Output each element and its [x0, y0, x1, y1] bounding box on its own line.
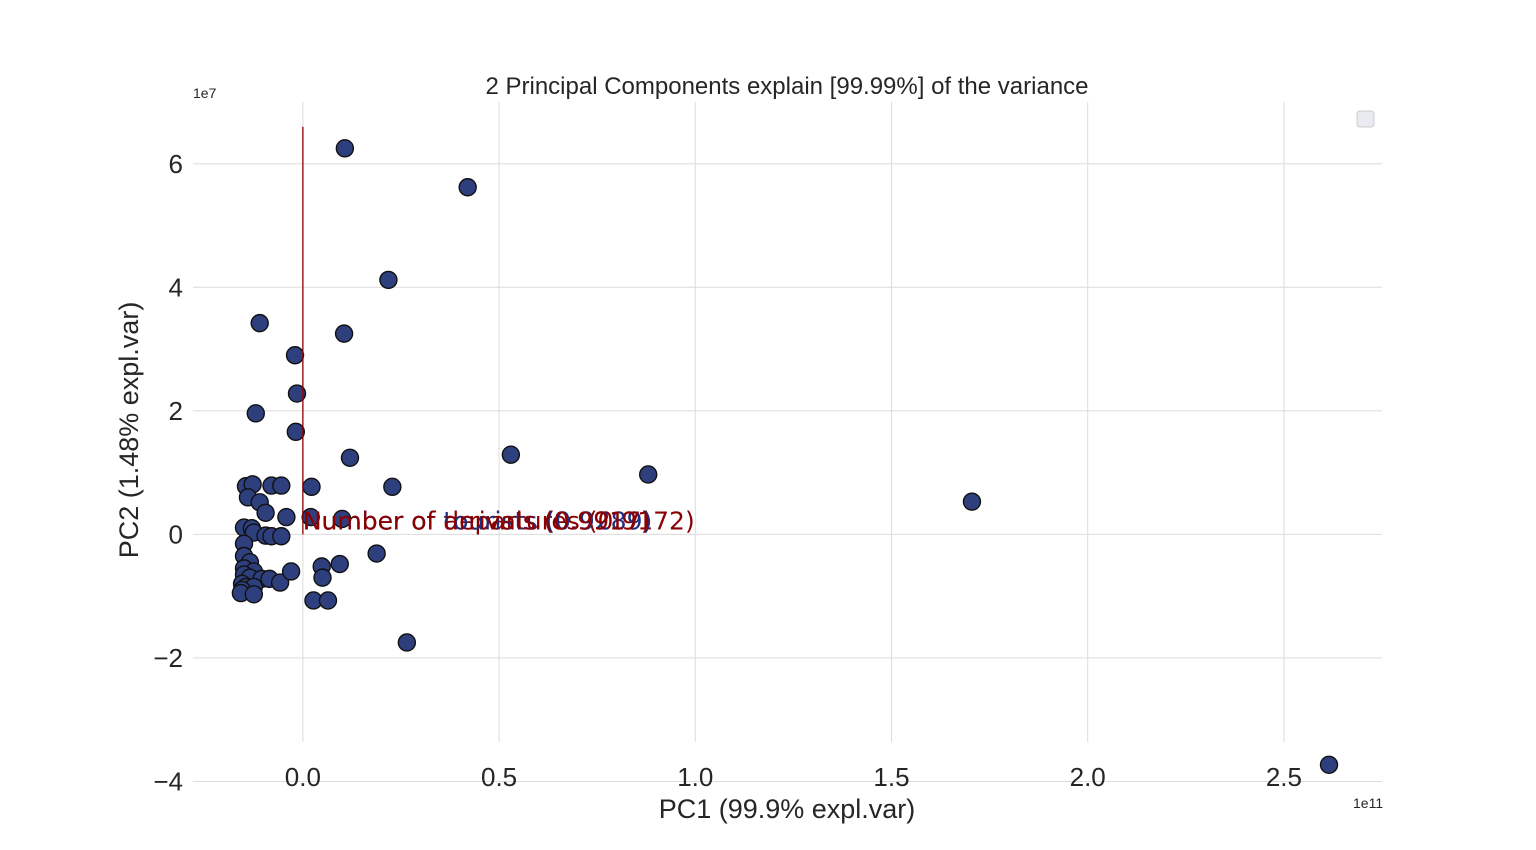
- x-axis-ticks: 0.0 0.5 1.0 1.5 2.0 2.5: [285, 762, 1302, 792]
- data-point: [287, 384, 307, 403]
- data-point: [962, 492, 982, 511]
- x-tick-label: 2.5: [1266, 762, 1302, 792]
- y-tick-label: 4: [169, 272, 183, 302]
- data-point: [330, 554, 349, 574]
- data-point: [272, 527, 291, 546]
- data-point: [638, 465, 658, 484]
- chart-title: 2 Principal Components explain [99.99%] …: [485, 73, 1088, 100]
- data-point: [379, 270, 398, 290]
- data-point: [340, 448, 360, 467]
- loading-label: Number of departures (0.9172): [303, 506, 695, 535]
- y-tick-label: 6: [169, 149, 183, 179]
- data-point: [302, 477, 321, 497]
- x-tick-label: 0.0: [285, 762, 321, 792]
- data-point: [367, 544, 386, 563]
- y-offset-label: 1e7: [193, 85, 217, 101]
- grid: [193, 102, 1382, 782]
- data-point: [335, 139, 355, 158]
- data-point: [1319, 755, 1339, 774]
- data-point: [272, 476, 291, 495]
- data-point: [334, 324, 354, 343]
- scatter-points: [231, 139, 1339, 774]
- data-point: [244, 585, 264, 604]
- x-axis-label: PC1 (99.9% expl.var): [659, 794, 916, 824]
- data-point: [246, 404, 265, 423]
- data-point: [318, 591, 338, 610]
- data-point: [270, 573, 290, 592]
- data-point: [332, 509, 352, 529]
- y-axis-label: PC2 (1.48% expl.var): [114, 302, 144, 559]
- data-point: [458, 178, 477, 197]
- loading-label: Number of tourists (0.9289): [303, 506, 652, 535]
- y-tick-label: 0: [169, 519, 183, 549]
- data-point: [286, 422, 306, 442]
- loading-vectors: Number of departures (0.9172)Number of t…: [302, 126, 695, 535]
- x-tick-label: 0.5: [481, 762, 517, 792]
- y-tick-label: 2: [169, 396, 183, 426]
- data-point: [285, 346, 305, 365]
- data-point: [301, 507, 320, 527]
- data-point: [256, 503, 275, 522]
- data-point: [501, 445, 521, 464]
- data-point: [281, 562, 301, 581]
- x-tick-label: 1.5: [873, 762, 909, 792]
- legend-box: [1356, 110, 1375, 128]
- y-tick-label: −2: [153, 643, 183, 673]
- x-tick-label: 1.0: [677, 762, 713, 792]
- loading-label: Number of arrivals (0.9917): [303, 506, 651, 535]
- data-point: [313, 568, 332, 587]
- data-point: [277, 507, 296, 527]
- x-offset-label: 1e11: [1353, 795, 1383, 811]
- y-axis-ticks: −4 −2 0 2 4 6: [153, 149, 183, 797]
- data-point: [383, 477, 402, 497]
- data-point: [250, 313, 269, 333]
- data-point: [397, 633, 417, 652]
- x-tick-label: 2.0: [1070, 762, 1106, 792]
- y-tick-label: −4: [153, 766, 183, 796]
